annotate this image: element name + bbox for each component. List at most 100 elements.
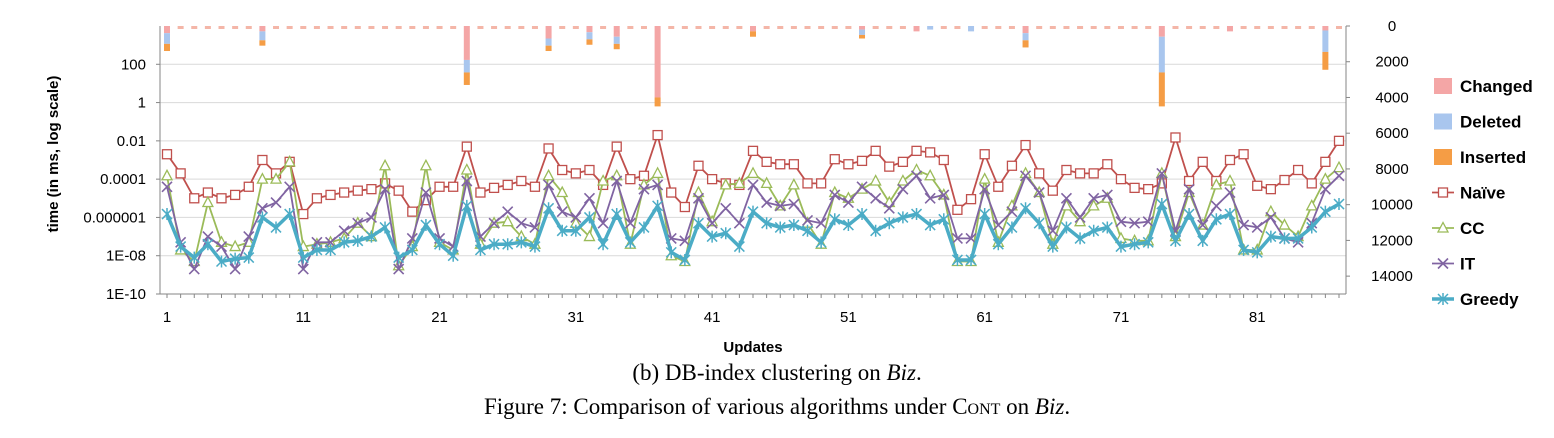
y2-tick-label: 4000 bbox=[1375, 89, 1408, 106]
bar-baseline bbox=[1036, 26, 1043, 29]
point-it bbox=[761, 196, 773, 209]
legend-layer: Changed Deleted Inserted Naïve CC IT Greedy bbox=[1432, 77, 1533, 309]
bar-baseline bbox=[736, 26, 743, 29]
point-greedy bbox=[1183, 208, 1195, 221]
point-cc bbox=[201, 195, 214, 208]
point-greedy bbox=[202, 238, 214, 251]
point-greedy bbox=[1210, 213, 1222, 226]
point-it bbox=[801, 214, 814, 226]
point-it bbox=[624, 217, 636, 229]
point-it bbox=[583, 192, 596, 204]
bar-deleted bbox=[927, 26, 934, 30]
bar-baseline bbox=[1049, 26, 1056, 29]
point-it bbox=[515, 217, 527, 229]
point-it bbox=[365, 211, 377, 223]
bar-inserted bbox=[164, 43, 170, 52]
point-greedy bbox=[393, 251, 405, 264]
bar-baseline bbox=[1186, 26, 1193, 29]
legend-swatch-changed bbox=[1434, 78, 1452, 94]
bar-deleted bbox=[545, 38, 552, 46]
bar-baseline bbox=[995, 26, 1002, 29]
point-nave bbox=[1115, 173, 1127, 185]
point-greedy bbox=[1251, 246, 1263, 259]
point-nave bbox=[870, 145, 881, 157]
point-it bbox=[924, 192, 936, 204]
bar-baseline bbox=[1267, 26, 1274, 29]
y-axis-title: time (in ms, log scale) bbox=[45, 76, 62, 233]
legend-marker-nave bbox=[1437, 187, 1449, 198]
y2-tick-label: 8000 bbox=[1375, 161, 1408, 178]
point-greedy bbox=[1224, 208, 1236, 221]
point-it bbox=[910, 170, 923, 182]
point-greedy bbox=[1101, 221, 1113, 234]
y2-tick-label: 10000 bbox=[1371, 197, 1413, 214]
bar-baseline bbox=[831, 26, 838, 29]
point-it bbox=[842, 196, 854, 209]
point-greedy bbox=[1197, 234, 1209, 247]
point-it bbox=[1197, 219, 1209, 231]
y-tick-label: 0.000001 bbox=[83, 209, 146, 226]
point-greedy bbox=[679, 253, 691, 266]
point-greedy bbox=[570, 224, 582, 237]
point-greedy bbox=[338, 236, 350, 249]
point-greedy bbox=[461, 199, 473, 212]
bar-changed bbox=[463, 26, 470, 60]
point-nave bbox=[884, 161, 895, 172]
point-it bbox=[1101, 189, 1113, 201]
bar-baseline bbox=[218, 26, 225, 29]
point-nave bbox=[993, 181, 1004, 192]
bar-baseline bbox=[300, 26, 307, 29]
point-cc bbox=[160, 168, 174, 181]
point-greedy bbox=[284, 208, 296, 221]
bar-baseline bbox=[286, 26, 293, 29]
point-nave bbox=[1074, 168, 1086, 179]
point-it bbox=[1060, 192, 1073, 204]
point-greedy bbox=[583, 211, 595, 224]
figure-caption: Figure 7: Comparison of various algorith… bbox=[483, 394, 1071, 419]
point-cc bbox=[719, 178, 732, 190]
bar-inserted bbox=[1158, 72, 1165, 107]
point-it bbox=[1319, 183, 1331, 195]
bar-baseline bbox=[1240, 26, 1247, 29]
bar-changed bbox=[545, 26, 552, 39]
point-greedy bbox=[447, 249, 459, 262]
point-greedy bbox=[420, 219, 432, 232]
point-greedy bbox=[488, 238, 500, 251]
point-it bbox=[1115, 216, 1127, 228]
point-cc bbox=[896, 174, 909, 186]
point-it bbox=[720, 202, 732, 214]
x-tick-label: 81 bbox=[1249, 309, 1266, 326]
point-cc bbox=[746, 166, 760, 179]
point-greedy bbox=[938, 213, 950, 226]
point-cc bbox=[378, 158, 392, 171]
bar-baseline bbox=[1063, 26, 1070, 29]
bar-inserted bbox=[613, 43, 620, 50]
bar-baseline bbox=[681, 26, 688, 29]
point-greedy bbox=[1292, 232, 1304, 245]
point-nave bbox=[979, 149, 990, 160]
point-nave bbox=[1238, 149, 1249, 160]
point-greedy bbox=[311, 243, 323, 256]
point-greedy bbox=[1333, 198, 1345, 211]
point-greedy bbox=[161, 208, 173, 221]
bar-inserted bbox=[545, 45, 552, 52]
legend-label-it: IT bbox=[1460, 255, 1476, 274]
point-greedy bbox=[365, 230, 377, 243]
bar-inserted bbox=[859, 34, 866, 39]
point-nave bbox=[1047, 185, 1058, 196]
point-nave bbox=[802, 178, 813, 189]
point-cc bbox=[1332, 160, 1346, 173]
bar-inserted bbox=[586, 39, 593, 45]
bar-baseline bbox=[777, 26, 784, 29]
bar-baseline bbox=[1336, 26, 1342, 29]
point-nave bbox=[652, 129, 663, 141]
x-tick-label: 61 bbox=[976, 309, 993, 326]
point-nave bbox=[1224, 154, 1236, 166]
point-it bbox=[897, 183, 909, 195]
point-nave bbox=[529, 181, 541, 192]
point-it bbox=[829, 189, 841, 201]
legend-swatch-deleted bbox=[1434, 113, 1452, 130]
point-it bbox=[652, 179, 664, 191]
point-nave bbox=[1020, 139, 1031, 151]
point-nave bbox=[257, 154, 268, 166]
